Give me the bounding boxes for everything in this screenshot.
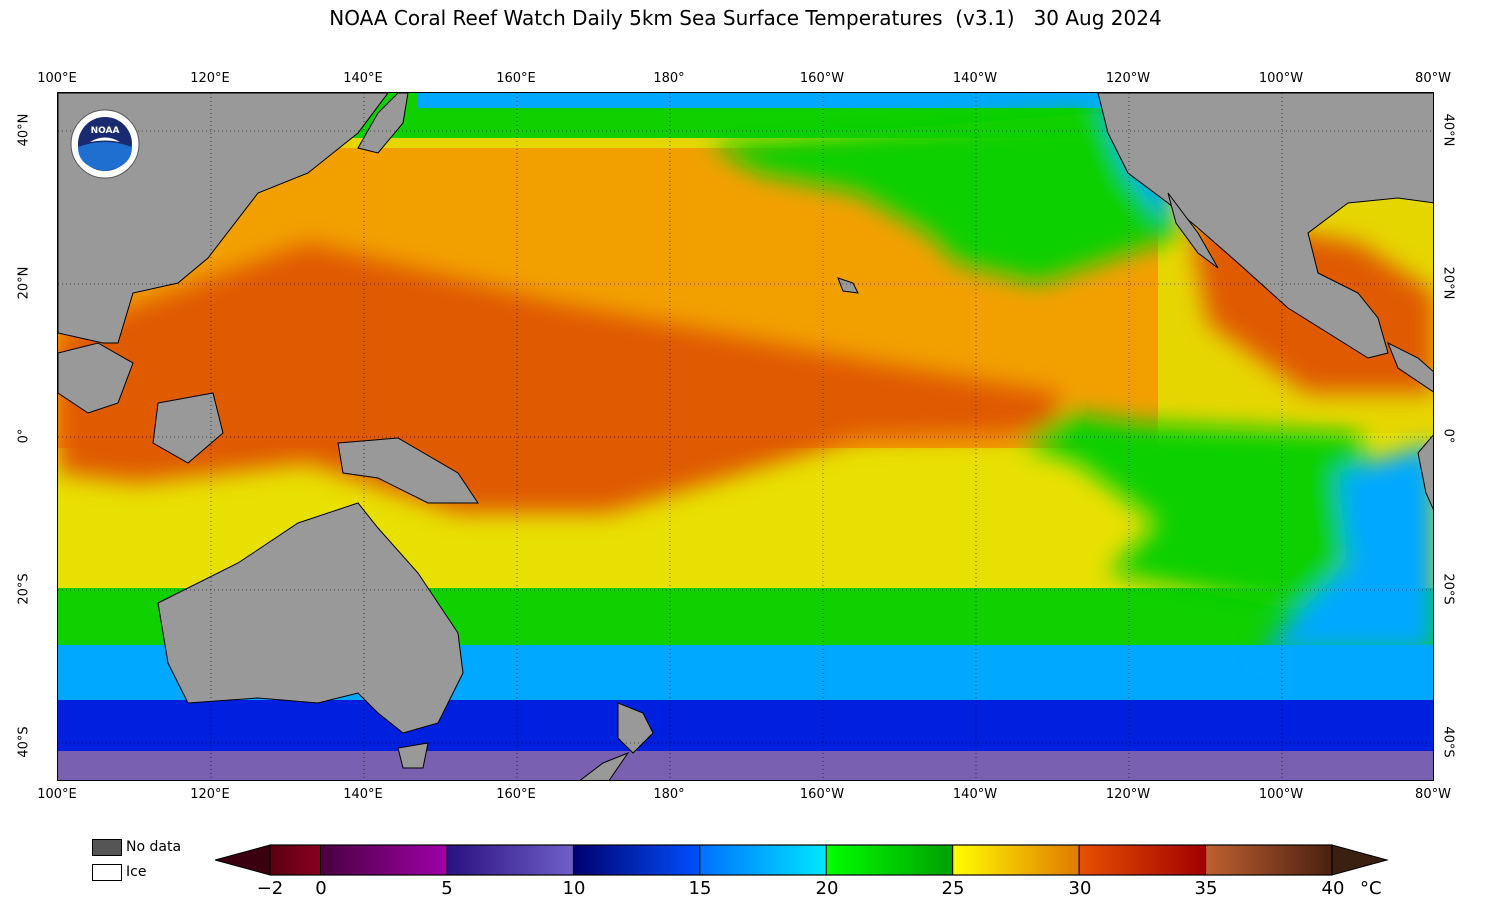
lon-label-bottom: 180° (653, 787, 685, 802)
colorbar-segment (446, 844, 574, 876)
lat-label-right: 20°N (1440, 266, 1456, 300)
colorbar-segment (572, 844, 701, 876)
sst-band-cold (58, 693, 1433, 751)
no-data-swatch (92, 839, 122, 856)
lat-label-right: 40°N (1440, 113, 1456, 147)
colorbar-tick: 25 (941, 878, 965, 899)
land-new-zealand-south (579, 751, 630, 780)
colorbar-tick: 0 (315, 878, 327, 899)
land-central-america (1387, 341, 1433, 393)
land-north-america (1097, 93, 1433, 359)
land-australia (157, 502, 464, 734)
ice-label: Ice (126, 864, 147, 880)
lon-label-top: 140°W (952, 71, 998, 86)
noaa-logo-icon: NOAA (70, 109, 140, 179)
lon-label-bottom: 140°W (952, 787, 998, 802)
land-hawaii (837, 277, 859, 294)
sst-band-cool-north (418, 93, 1118, 108)
sst-north-pacific-green (708, 113, 1188, 283)
colorbar-tick: 40 (1321, 878, 1345, 899)
lon-label-top: 80°W (1415, 71, 1451, 86)
lon-label-bottom: 100°W (1258, 787, 1304, 802)
map-title: NOAA Coral Reef Watch Daily 5km Sea Surf… (329, 6, 1162, 30)
lon-label-bottom: 160°W (799, 787, 845, 802)
lon-label-top: 120°E (190, 71, 230, 86)
colorbar-under-arrow (215, 844, 271, 876)
sst-map[interactable] (57, 92, 1434, 781)
colorbar-unit: °C (1360, 878, 1382, 899)
lon-label-bottom: 140°E (343, 787, 383, 802)
colorbar-segment (320, 844, 448, 876)
lon-label-bottom: 100°E (37, 787, 77, 802)
lat-label-right: 20°S (1440, 573, 1456, 605)
sst-cold-tongue (1018, 413, 1378, 613)
colorbar-segment (1078, 844, 1207, 876)
colorbar-segment (699, 844, 827, 876)
lat-label-left: 40°N (16, 113, 32, 147)
lon-label-bottom: 160°E (496, 787, 536, 802)
lon-label-top: 180° (653, 71, 685, 86)
lon-label-top: 120°W (1105, 71, 1151, 86)
sst-tropical-warm-pool (58, 243, 1058, 513)
land-baja-california (1167, 192, 1219, 269)
colorbar-frame (269, 844, 1333, 876)
lon-label-bottom: 80°W (1415, 787, 1451, 802)
sst-band-polar (58, 748, 1433, 780)
colorbar-segment (1205, 844, 1333, 876)
lat-label-right: 0° (1440, 428, 1456, 444)
sst-peru-current (1258, 443, 1433, 653)
colorbar-tick: −2 (256, 878, 284, 899)
colorbar-tick: 10 (562, 878, 586, 899)
land-south-america (1417, 434, 1433, 510)
colorbar-segment (825, 844, 954, 876)
svg-text:NOAA: NOAA (91, 126, 120, 136)
lat-label-left: 0° (16, 428, 32, 444)
colorbar-segment (952, 844, 1080, 876)
land-japan (357, 93, 409, 154)
colorbar-over-arrow (1331, 844, 1389, 876)
lat-label-left: 20°N (16, 266, 32, 300)
colorbar-tick: 35 (1194, 878, 1218, 899)
colorbar-tick: 30 (1068, 878, 1092, 899)
lon-label-top: 100°E (37, 71, 77, 86)
sst-colorbar (215, 844, 1389, 876)
land-indochina (58, 342, 134, 414)
sst-map-canvas (58, 93, 1433, 780)
land-tasmania (397, 742, 429, 769)
lat-label-left: 20°S (16, 573, 32, 605)
lon-label-bottom: 120°W (1105, 787, 1151, 802)
lat-label-right: 40°S (1440, 726, 1456, 758)
land-new-guinea (337, 437, 479, 504)
colorbar-tick: 20 (815, 878, 839, 899)
land-asia (58, 93, 389, 344)
lon-label-top: 140°E (343, 71, 383, 86)
no-data-label: No data (126, 839, 182, 855)
lon-label-bottom: 120°E (190, 787, 230, 802)
lat-label-left: 40°S (16, 726, 32, 758)
lon-label-top: 100°W (1258, 71, 1304, 86)
ice-swatch (92, 864, 122, 881)
colorbar-segment (269, 844, 322, 876)
lon-label-top: 160°W (799, 71, 845, 86)
lon-label-top: 160°E (496, 71, 536, 86)
colorbar-tick: 5 (441, 878, 453, 899)
colorbar-tick: 15 (688, 878, 712, 899)
land-borneo (152, 392, 224, 464)
